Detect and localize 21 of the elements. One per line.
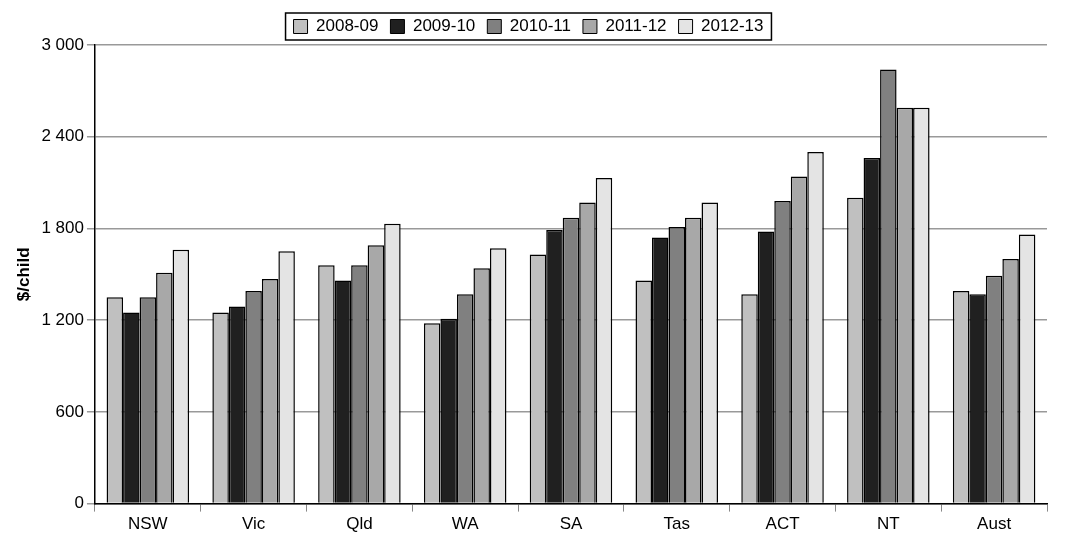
legend-label: 2008-09 <box>316 16 379 36</box>
x-tick-label: NT <box>876 514 900 534</box>
y-tick-label: 1 200 <box>41 309 84 329</box>
y-tick-label: 1 800 <box>41 218 84 238</box>
legend-label: 2011-12 <box>605 16 667 36</box>
legend-label: 2012-13 <box>701 16 764 36</box>
y-tick-label: 2 400 <box>41 126 84 146</box>
legend-label: 2010-11 <box>509 16 571 36</box>
y-tick-label: 600 <box>55 401 84 421</box>
x-tick-label: Tas <box>663 514 690 534</box>
x-tick-label: Qld <box>346 514 373 534</box>
x-tick-label: Vic <box>241 514 266 534</box>
legend-label: 2009-10 <box>412 16 476 36</box>
y-tick-label: 3 000 <box>41 34 84 54</box>
x-tick-label: NSW <box>128 514 168 534</box>
y-tick-label: 0 <box>74 493 84 513</box>
x-tick-label: SA <box>559 514 583 534</box>
x-tick-label: Aust <box>977 514 1012 534</box>
x-tick-label: ACT <box>765 514 800 534</box>
y-axis-title: $/child <box>13 247 33 302</box>
x-tick-label: WA <box>451 514 480 534</box>
